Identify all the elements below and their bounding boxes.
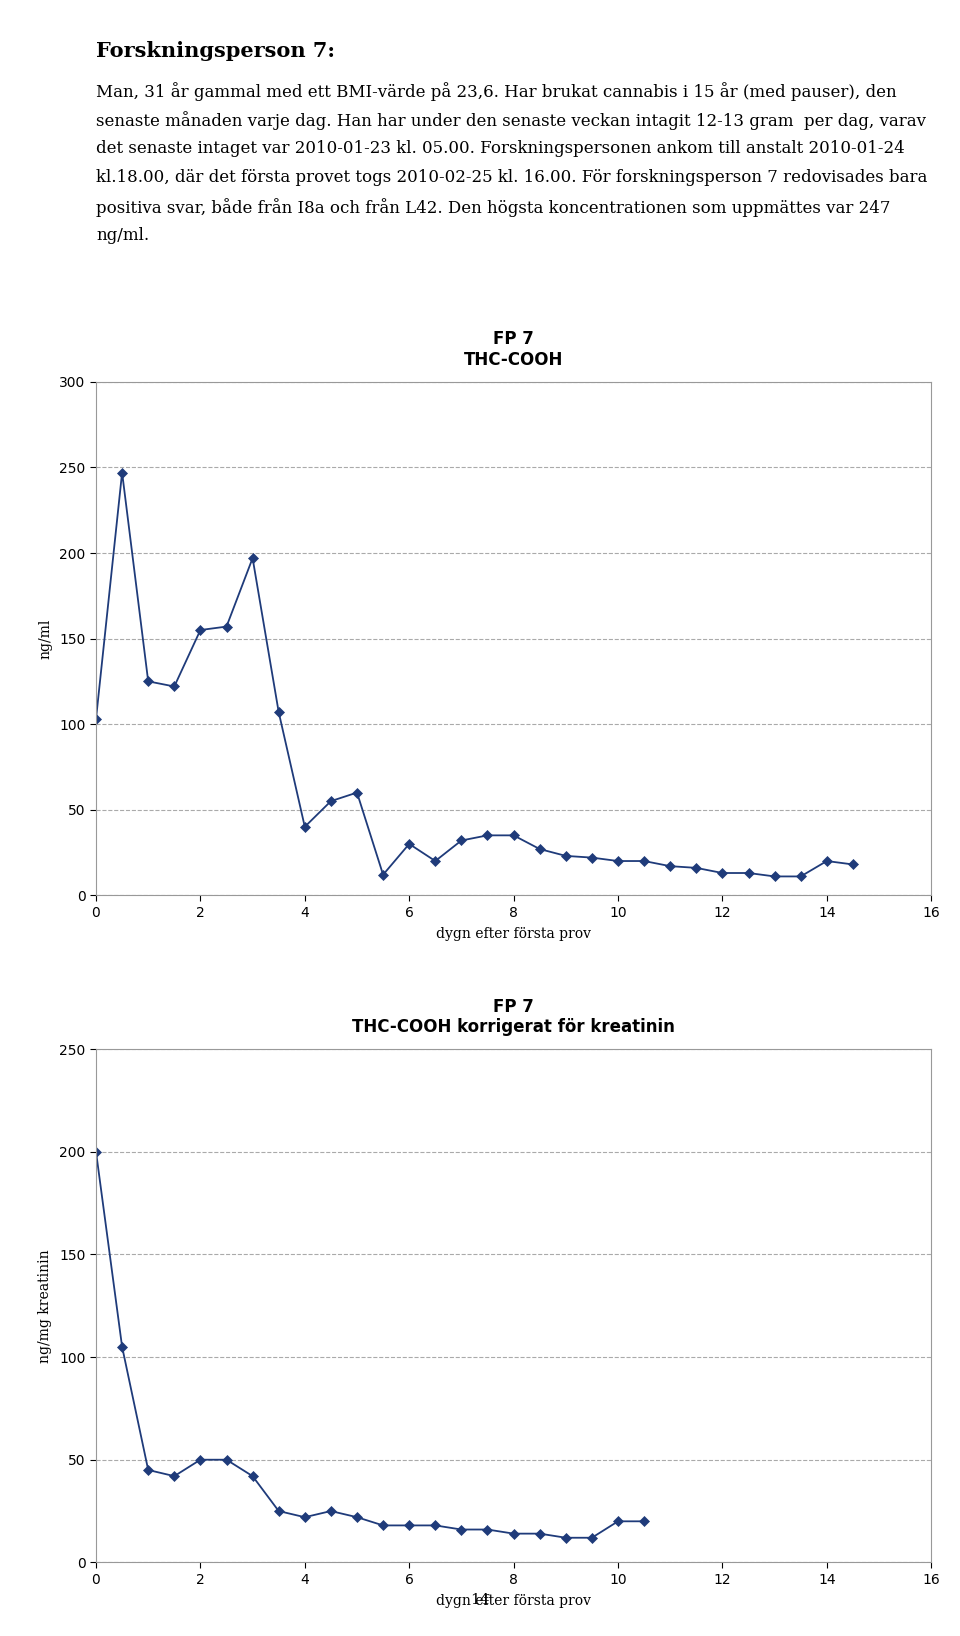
Text: positiva svar, både från I8a och från L42. Den högsta koncentrationen som uppmät: positiva svar, både från I8a och från L4… (96, 198, 891, 218)
X-axis label: dygn efter första prov: dygn efter första prov (436, 926, 591, 941)
X-axis label: dygn efter första prov: dygn efter första prov (436, 1593, 591, 1608)
Y-axis label: ng/ml: ng/ml (38, 618, 52, 659)
Text: Man, 31 år gammal med ett BMI-värde på 23,6. Har brukat cannabis i 15 år (med pa: Man, 31 år gammal med ett BMI-värde på 2… (96, 82, 897, 101)
Text: 14: 14 (470, 1592, 490, 1607)
Text: Forskningsperson 7:: Forskningsperson 7: (96, 41, 335, 61)
Text: det senaste intaget var 2010-01-23 kl. 05.00. Forskningspersonen ankom till anst: det senaste intaget var 2010-01-23 kl. 0… (96, 141, 904, 157)
Text: kl.18.00, där det första provet togs 2010-02-25 kl. 16.00. För forskningsperson : kl.18.00, där det första provet togs 201… (96, 169, 927, 187)
Title: FP 7
THC-COOH: FP 7 THC-COOH (464, 330, 564, 370)
Text: senaste månaden varje dag. Han har under den senaste veckan intagit 12-13 gram  : senaste månaden varje dag. Han har under… (96, 111, 926, 129)
Y-axis label: ng/mg kreatinin: ng/mg kreatinin (38, 1248, 52, 1363)
Text: ng/ml.: ng/ml. (96, 227, 149, 244)
Title: FP 7
THC-COOH korrigerat för kreatinin: FP 7 THC-COOH korrigerat för kreatinin (352, 998, 675, 1036)
